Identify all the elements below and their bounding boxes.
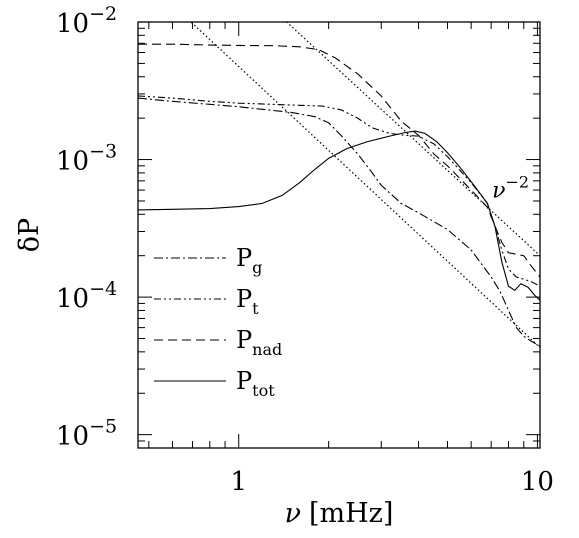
x-tick-label: 10 (521, 467, 554, 497)
annotation-label: ν−2 (492, 172, 529, 203)
y-tick-label: 10−4 (56, 278, 117, 314)
y-tick-label: 10−2 (56, 3, 117, 39)
series-lines (138, 22, 540, 348)
reference-line-4 (190, 22, 540, 348)
y-tick-label: 10−3 (56, 141, 117, 177)
legend-label: Ptot (236, 367, 275, 400)
tick-marks (138, 21, 540, 449)
legend: Pg Pt Pnad Ptot (154, 244, 282, 400)
legend-label: Pt (236, 285, 259, 318)
series-line-nad (138, 43, 540, 278)
plot-frame (137, 21, 541, 449)
x-axis-unit: [mHz] (309, 498, 393, 529)
legend-label: Pg (236, 244, 262, 277)
x-tick-label: 1 (230, 467, 247, 497)
reference-line-5 (285, 22, 540, 257)
series-line-t (138, 95, 540, 287)
tick-labels: 1 10 10−2 10−3 10−4 10−5 (56, 3, 554, 497)
series-line-tot (138, 130, 540, 301)
annotations: ν−2 (492, 172, 529, 203)
series-line-g (138, 97, 540, 347)
y-axis-title: δP (14, 218, 45, 252)
x-axis-symbol: ν (285, 498, 301, 529)
x-axis-title: ν [mHz] (285, 498, 394, 529)
legend-label: Pnad (236, 326, 282, 359)
y-tick-label: 10−5 (56, 416, 117, 452)
